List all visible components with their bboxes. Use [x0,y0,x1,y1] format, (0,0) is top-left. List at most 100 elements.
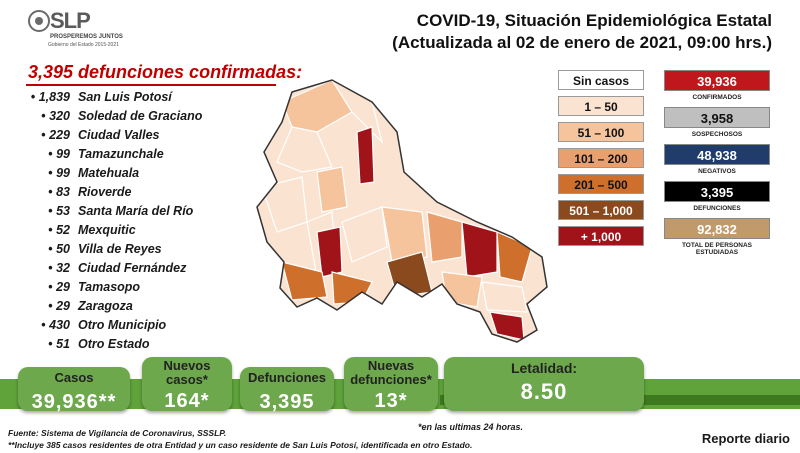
title-line-2: (Actualizada al 02 de enero de 2021, 09:… [392,33,772,52]
new-cases-card: Nuevos casos* 164* [142,357,232,412]
stat-value: 3,958 [664,107,770,128]
stat-value: 39,936 [664,70,770,91]
map-region [281,261,328,301]
stat-label: DEFUNCIONES [693,205,741,212]
stats-panel: 39,936 CONFIRMADOS 3,958 SOSPECHOSOS 48,938 N… [664,70,770,262]
municipality-name: Rioverde [78,185,132,199]
municipality-count: 29 [20,278,78,297]
municipality-count: 320 [20,107,78,126]
legend-item: 1 – 50 [558,96,644,116]
stat-value: 3,395 [664,181,770,202]
heading-underline [26,84,276,86]
summary-band: Casos 39,936** Nuevos casos* 164* Defunc… [0,357,800,420]
map-legend: Sin casos 1 – 50 51 – 100 101 – 200 201 – 50… [558,70,644,252]
logo-tagline: PROSPEREMOS JUNTOS [50,34,123,40]
stat-label: CONFIRMADOS [692,94,742,101]
municipality-count: 99 [20,164,78,183]
municipality-count: 51 [20,335,78,354]
deaths-value: 3,395 [259,391,315,413]
municipality-count: 430 [20,316,78,335]
new-deaths-value: 13* [374,390,408,412]
report-label: Reporte diario [701,431,790,446]
map-region [481,281,528,313]
deaths-label: Defunciones [247,370,326,385]
logo-text: SLP [50,8,91,33]
deaths-card: Defunciones 3,395 [240,367,334,413]
map-region [341,206,388,263]
new-cases-value: 164* [164,390,210,412]
map-region [441,271,483,308]
municipality-name: Mexquitic [78,223,136,237]
map-region-tamazunchale [489,311,525,341]
map-region [426,211,463,263]
municipality-name: Tamasopo [78,280,141,294]
stat-value: 48,938 [664,144,770,165]
state-map [256,79,548,343]
municipality-count: 53 [20,202,78,221]
new-deaths-label: Nuevas defunciones* [350,358,432,387]
stat-label: SOSPECHOSOS [691,131,743,138]
municipality-count: 29 [20,297,78,316]
logo-subtitle: Gobierno del Estado 2015-2021 [48,42,119,48]
logo-emblem-icon [28,10,50,32]
cases-value: 39,936** [31,391,117,413]
source-note: Fuente: Sistema de Vigilancia de Coronav… [8,428,227,438]
municipality-name: Otro Municipio [78,318,167,332]
municipality-count: 50 [20,240,78,259]
new-deaths-card: Nuevas defunciones* 13* [344,357,438,412]
municipality-name: Tamazunchale [78,147,164,161]
source-footnote: **Incluye 385 casos residentes de otra E… [8,440,473,450]
map-region-matehuala [356,126,375,185]
slp-logo: SLP PROSPEREMOS JUNTOS Gobierno del Esta… [28,8,123,50]
municipality-name: San Luis Potosí [78,90,172,104]
legend-item: 101 – 200 [558,148,644,168]
legend-item: 201 – 500 [558,174,644,194]
new-cases-label: Nuevos casos* [163,358,211,387]
title-line-1: COVID-19, Situación Epidemiológica Estat… [416,11,772,30]
municipality-count: 229 [20,126,78,145]
map-region-san-luis-potosi [316,226,343,278]
map-region [316,166,348,213]
map-region [276,126,333,173]
municipality-name: Ciudad Fernández [78,261,187,275]
legend-item: 501 – 1,000 [558,200,644,220]
map-region-ciudad-valles [461,221,498,278]
municipality-count: 1,839 [20,88,78,107]
lethality-card: Letalidad: 8.50 [444,357,644,411]
cases-card: Casos 39,936** [18,367,130,413]
page-title: COVID-19, Situación Epidemiológica Estat… [392,10,772,54]
municipality-count: 83 [20,183,78,202]
municipality-name: Matehuala [78,166,140,180]
deaths-heading: 3,395 defunciones confirmadas: [28,62,303,82]
legend-item: Sin casos [558,70,644,90]
map-region [381,206,428,263]
lethality-label: Letalidad: [510,360,578,376]
legend-item: + 1,000 [558,226,644,246]
municipality-name: Villa de Reyes [78,242,162,256]
stat-label: NEGATIVOS [698,168,736,175]
stat-label: TOTAL DE PERSONAS ESTUDIADAS [681,242,753,256]
lethality-value: 8.50 [520,379,568,404]
map-region [281,80,353,133]
state-outline [256,79,548,343]
legend-item: 51 – 100 [558,122,644,142]
footnote-24h: *en las ultimas 24 horas. [418,422,524,432]
stat-value: 92,832 [664,218,770,239]
municipality-name: Ciudad Valles [78,128,160,142]
municipality-name: Otro Estado [78,337,150,351]
municipality-name: Santa María del Río [78,204,194,218]
municipality-name: Soledad de Graciano [78,109,203,123]
municipality-count: 52 [20,221,78,240]
municipality-name: Zaragoza [78,299,133,313]
